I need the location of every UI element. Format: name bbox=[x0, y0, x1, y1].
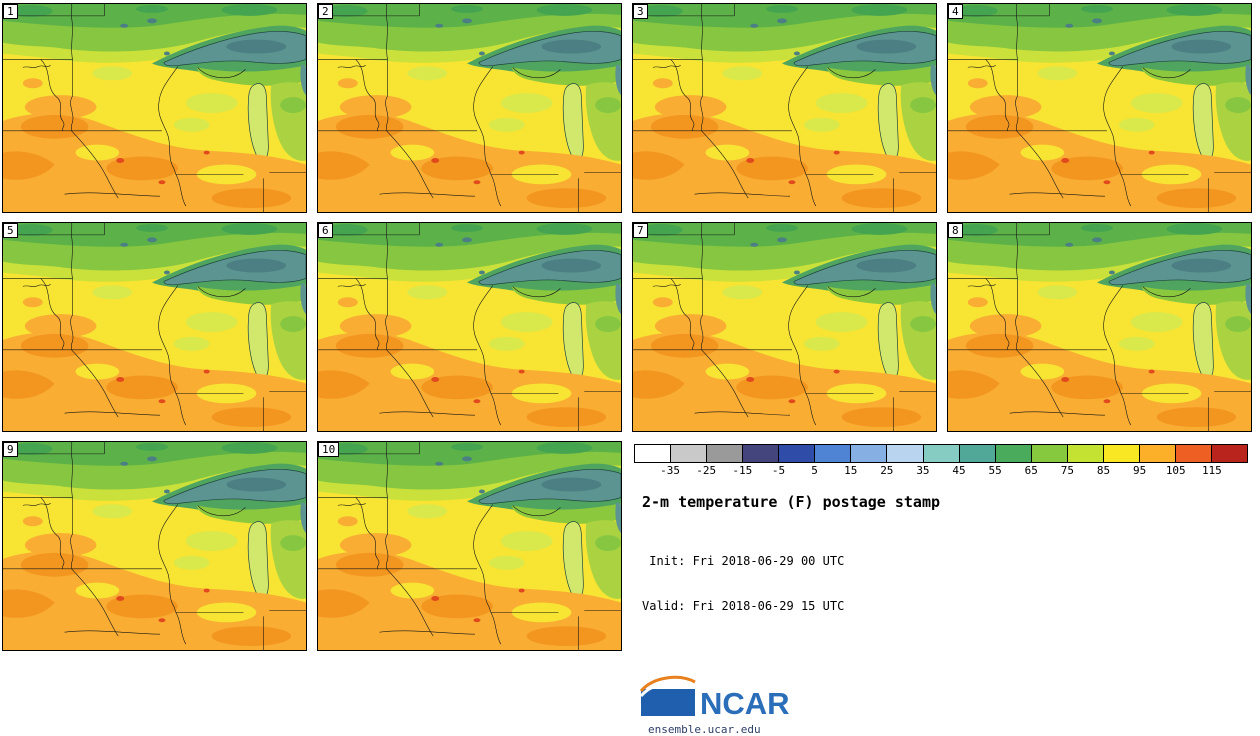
colorbar-cell bbox=[671, 445, 708, 462]
time-info: Init: Fri 2018-06-29 00 UTC Valid: Fri 2… bbox=[642, 524, 1248, 644]
member-number-badge: 6 bbox=[318, 223, 333, 238]
temperature-map bbox=[948, 223, 1251, 431]
colorbar-tick-label: 45 bbox=[952, 464, 966, 477]
member-panel-8: 8 bbox=[947, 222, 1252, 432]
member-number-badge: 5 bbox=[3, 223, 18, 238]
colorbar-tick-label: 65 bbox=[1024, 464, 1038, 477]
colorbar-cell bbox=[923, 445, 960, 462]
member-number-badge: 4 bbox=[948, 4, 963, 19]
temperature-map bbox=[3, 223, 306, 431]
colorbar-cell bbox=[1067, 445, 1104, 462]
colorbar-cell bbox=[707, 445, 744, 462]
colorbar-tick-label: -5 bbox=[771, 464, 786, 477]
ncar-logo-text: NCAR bbox=[700, 686, 790, 718]
colorbar-tick-label: -25 bbox=[696, 464, 717, 477]
colorbar-tick-label: 85 bbox=[1096, 464, 1111, 477]
colorbar-tick-label: -15 bbox=[732, 464, 753, 477]
colorbar-cell bbox=[959, 445, 996, 462]
colorbar-cell bbox=[1139, 445, 1176, 462]
temperature-map bbox=[3, 4, 306, 212]
ncar-logo-block: NCAR ensemble.ucar.edu bbox=[639, 674, 1248, 736]
member-panel-7: 7 bbox=[632, 222, 937, 432]
colorbar-cell bbox=[887, 445, 924, 462]
colorbar-cell bbox=[779, 445, 816, 462]
ncar-logo: NCAR bbox=[639, 675, 790, 721]
member-number-badge: 2 bbox=[318, 4, 333, 19]
colorbar-cell bbox=[851, 445, 888, 462]
member-panel-3: 3 bbox=[632, 3, 937, 213]
colorbar-cell bbox=[1031, 445, 1068, 462]
ncar-logo-flag bbox=[641, 689, 695, 716]
colorbar-ticks: -35 -25 -15 -5 5 15 25 35 45 55 65 75 85 95 105 115 bbox=[634, 463, 1248, 478]
colorbar-tick-label: 15 bbox=[844, 464, 858, 477]
colorbar-cell bbox=[815, 445, 852, 462]
colorbar-tick-label: -35 bbox=[660, 464, 681, 477]
member-panel-10: 10 bbox=[317, 441, 622, 651]
product-title: 2-m temperature (F) postage stamp bbox=[642, 493, 941, 511]
valid-time: Valid: Fri 2018-06-29 15 UTC bbox=[642, 599, 845, 613]
legend-info-block: -35 -25 -15 -5 5 15 25 35 45 55 65 75 85 95 105 115 2-m… bbox=[632, 441, 1252, 736]
colorbar-tick-label: 105 bbox=[1165, 464, 1186, 477]
member-number-badge: 9 bbox=[3, 442, 18, 457]
postage-stamp-grid: 1 2 3 4 5 6 7 8 9 10 -35 -25 -15 -5 5 15 25 bbox=[2, 3, 1252, 736]
colorbar-cell bbox=[635, 445, 672, 462]
colorbar-cell bbox=[1212, 445, 1248, 462]
member-number-badge: 10 bbox=[318, 442, 340, 457]
temperature-map bbox=[948, 4, 1251, 212]
member-panel-5: 5 bbox=[2, 222, 307, 432]
temperature-map bbox=[318, 223, 621, 431]
colorbar-tick-label: 115 bbox=[1201, 464, 1222, 477]
temperature-map bbox=[318, 442, 621, 650]
colorbar-tick-label: 35 bbox=[916, 464, 930, 477]
colorbar-cell bbox=[1103, 445, 1140, 462]
site-url: ensemble.ucar.edu bbox=[648, 723, 761, 736]
member-panel-6: 6 bbox=[317, 222, 622, 432]
temperature-map bbox=[633, 4, 936, 212]
temperature-map bbox=[633, 223, 936, 431]
colorbar-tick-label: 95 bbox=[1133, 464, 1147, 477]
member-number-badge: 3 bbox=[633, 4, 648, 19]
colorbar-tick-label: 75 bbox=[1060, 464, 1075, 477]
colorbar-tick-label: 55 bbox=[988, 464, 1002, 477]
member-panel-2: 2 bbox=[317, 3, 622, 213]
colorbar-tick-label: 25 bbox=[880, 464, 894, 477]
member-panel-1: 1 bbox=[2, 3, 307, 213]
colorbar-cell bbox=[743, 445, 780, 462]
colorbar-cell bbox=[1175, 445, 1212, 462]
colorbar bbox=[634, 444, 1248, 463]
member-panel-4: 4 bbox=[947, 3, 1252, 213]
member-panel-9: 9 bbox=[2, 441, 307, 651]
member-number-badge: 8 bbox=[948, 223, 963, 238]
member-number-badge: 1 bbox=[3, 4, 18, 19]
colorbar-cell bbox=[995, 445, 1032, 462]
init-time: Init: Fri 2018-06-29 00 UTC bbox=[642, 554, 845, 568]
temperature-map bbox=[318, 4, 621, 212]
temperature-map bbox=[3, 442, 306, 650]
member-number-badge: 7 bbox=[633, 223, 648, 238]
colorbar-tick-label: 5 bbox=[811, 464, 818, 477]
